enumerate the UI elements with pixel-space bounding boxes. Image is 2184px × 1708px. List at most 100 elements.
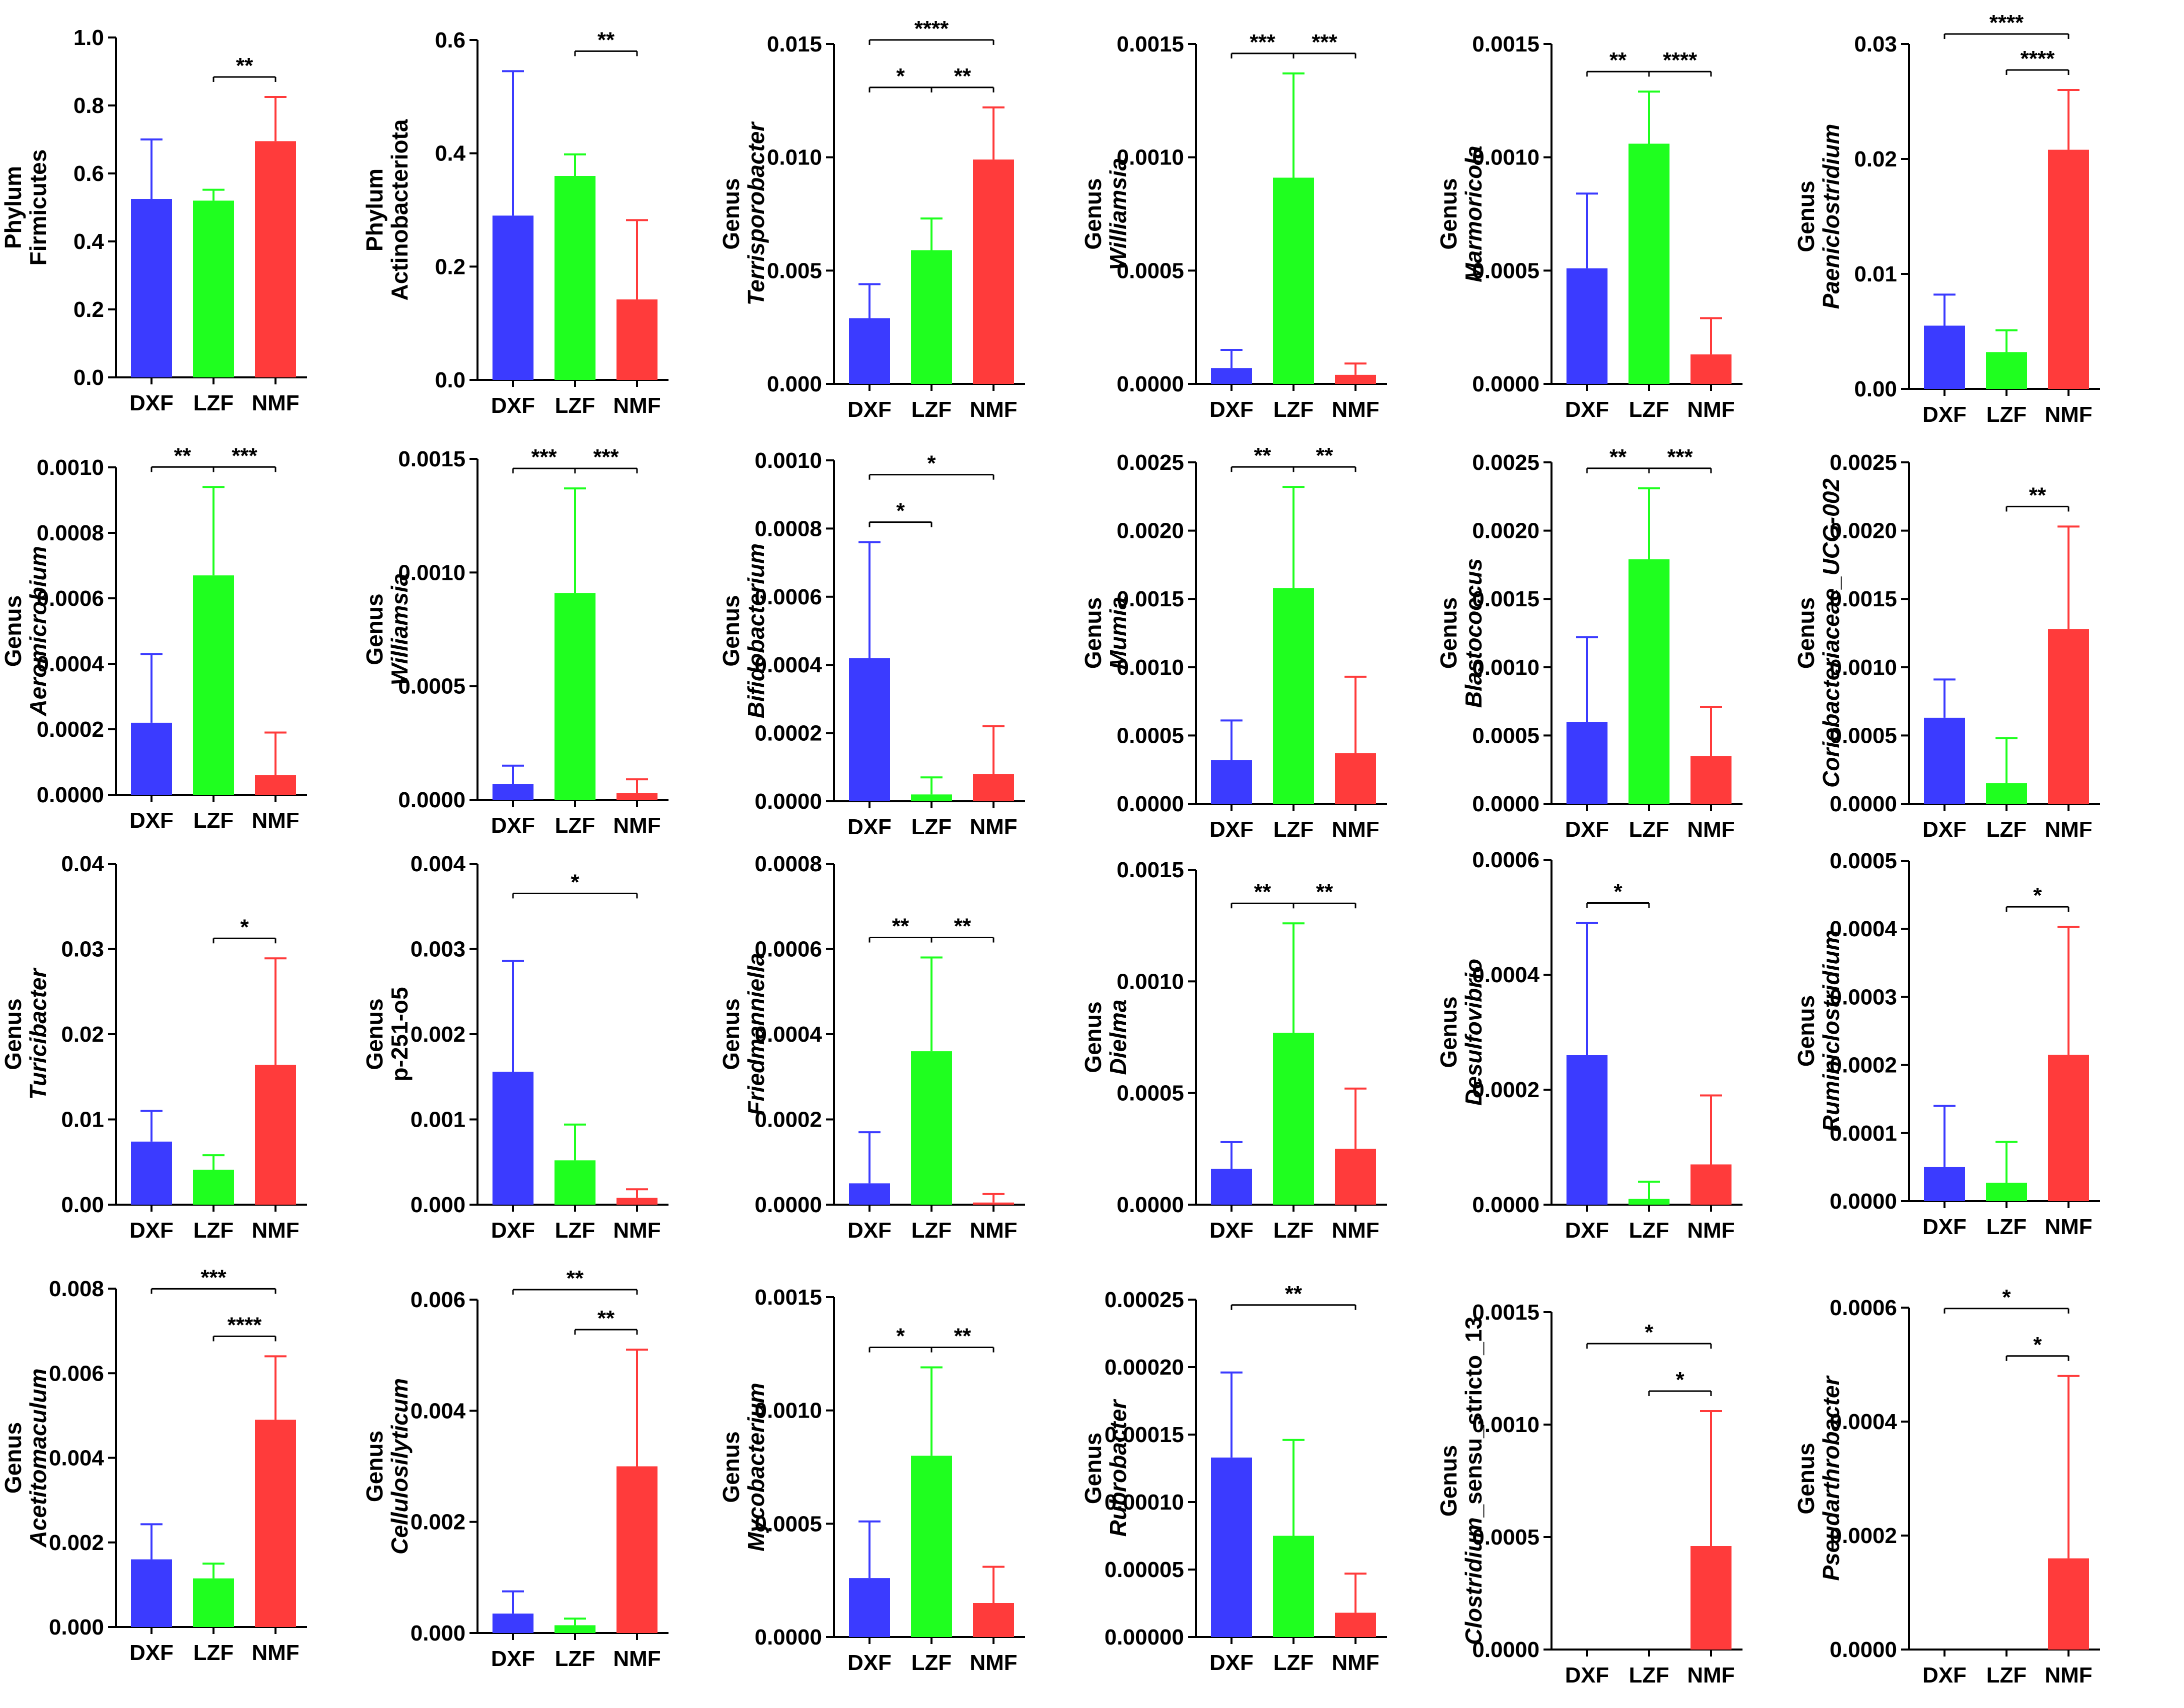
x-category-label: NMF [613, 1647, 660, 1671]
y-tick-label: 0.0006 [36, 586, 104, 611]
x-category-label: LZF [1986, 402, 2027, 427]
chart-panel-1: 0.0 0.2 0.4 0.6 0.8 1.0 DXF LZF NMF ** PhylumFirmi… [0, 25, 307, 415]
taxon-name: Bifidobacterium [743, 543, 769, 718]
y-axis-label-taxon: Rubrobacter [1105, 1399, 1131, 1537]
taxon-name: Pseudarthrobacter [1818, 1375, 1844, 1581]
x-category-label: DXF [848, 1651, 892, 1675]
x-category-label: DXF [1210, 397, 1254, 422]
x-category-label: NMF [1332, 1651, 1379, 1675]
significance-label: * [1644, 1320, 1654, 1345]
y-axis-label-taxon: Mycobacterium [743, 1383, 769, 1551]
bar-DXF [131, 722, 172, 795]
x-category-label: LZF [555, 1218, 596, 1243]
y-axis-label-taxon: Firmicutes [25, 149, 51, 266]
y-tick-label: 0.0000 [1472, 1193, 1540, 1217]
y-tick-label: 0.02 [1854, 147, 1897, 171]
y-tick-label: 0.0004 [1472, 963, 1540, 987]
y-tick-label: 0.0000 [754, 789, 822, 814]
bar-DXF [1211, 1169, 1252, 1205]
chart-panel-9: 0.0000 0.0002 0.0004 0.0006 0.0008 0.0010 DXF L… [718, 448, 1025, 839]
bar-DXF [1211, 760, 1252, 804]
x-category-label: NMF [1687, 397, 1734, 422]
significance-label: ** [954, 64, 972, 88]
bar-LZF [1986, 352, 2027, 389]
bar-NMF [255, 1065, 296, 1205]
y-tick-label: 0.0 [74, 365, 104, 390]
x-category-label: LZF [1986, 1663, 2027, 1688]
bar-LZF [554, 593, 596, 800]
y-tick-label: 1.0 [74, 25, 104, 50]
bar-NMF [973, 1603, 1014, 1637]
y-axis-label-rank: Genus [1080, 1001, 1106, 1073]
bar-DXF [1211, 368, 1252, 384]
y-tick-label: 0.0000 [754, 1193, 822, 1217]
y-axis-label-rank: Genus [362, 1431, 388, 1502]
taxon-suffix: _sensu_stricto_13 [1460, 1317, 1486, 1518]
y-axis-label-taxon: Friedmanniella [743, 953, 769, 1116]
taxon-name: Actinobacteriota [386, 119, 412, 300]
x-category-label: DXF [130, 1218, 174, 1243]
y-tick-label: 0.005 [767, 258, 822, 283]
chart-panel-10: 0.0000 0.0005 0.0010 0.0015 0.0020 0.0025 DXF L… [1080, 443, 1387, 842]
y-axis-label-taxon: Dielma [1105, 1000, 1131, 1075]
chart-panel-22: 0.00000 0.00005 0.00010 0.00015 0.00020 0.000… [1080, 1282, 1387, 1675]
x-category-label: NMF [613, 813, 660, 838]
y-tick-label: 0.00020 [1104, 1355, 1184, 1380]
y-tick-label: 0.0010 [398, 560, 466, 585]
bar-LZF [1273, 177, 1314, 384]
x-category-label: NMF [252, 391, 299, 415]
x-category-label: DXF [1210, 1218, 1254, 1243]
x-category-label: NMF [613, 1218, 660, 1243]
y-axis-label-taxon: Williamsia [386, 573, 412, 686]
y-tick-label: 0.004 [410, 852, 466, 876]
y-tick-label: 0.000 [410, 1193, 466, 1217]
x-category-label: DXF [1922, 1663, 1966, 1688]
bar-DXF [492, 1614, 534, 1633]
y-axis-label-rank: Genus [718, 178, 744, 249]
bar-NMF [255, 141, 296, 377]
bar-LZF [1273, 588, 1314, 804]
chart-panel-6: 0.00 0.01 0.02 0.03 DXF LZF NMF **** **** GenusPa… [1793, 10, 2100, 427]
x-category-label: DXF [1922, 1215, 1966, 1239]
y-tick-label: 0.001 [410, 1108, 466, 1132]
y-tick-label: 0.0002 [1830, 1053, 1897, 1078]
significance-label: **** [1990, 10, 2024, 35]
x-category-label: NMF [2044, 402, 2092, 427]
y-tick-label: 0.0015 [754, 1285, 822, 1310]
y-tick-label: 0.0015 [1116, 587, 1184, 611]
x-category-label: NMF [2044, 1215, 2092, 1239]
bar-LZF [1273, 1033, 1314, 1205]
y-tick-label: 0.0002 [36, 717, 104, 742]
bar-NMF [2048, 1558, 2089, 1650]
bar-LZF [1986, 783, 2027, 804]
x-category-label: DXF [848, 815, 892, 839]
y-tick-label: 0.0005 [1830, 849, 1897, 873]
significance-label: ** [892, 914, 910, 939]
y-axis-label-rank: Genus [1436, 597, 1462, 669]
x-category-label: LZF [555, 1647, 596, 1671]
bar-LZF [1628, 143, 1670, 384]
y-axis-label-rank: Genus [1793, 995, 1819, 1067]
chart-panel-17: 0.0000 0.0002 0.0004 0.0006 DXF LZF NMF * GenusD… [1436, 848, 1742, 1243]
y-tick-label: 0.0020 [1830, 519, 1897, 543]
y-tick-label: 0.0015 [1472, 32, 1540, 56]
x-category-label: LZF [1629, 1663, 1670, 1688]
chart-panel-23: 0.0000 0.0005 0.0010 0.0015 DXF LZF NMF * * Genus… [1436, 1300, 1742, 1688]
y-tick-label: 0.0000 [1830, 1189, 1897, 1214]
y-axis-label-rank: Genus [1080, 178, 1106, 249]
taxon-name: Turicibacter [25, 968, 51, 1100]
x-category-label: LZF [194, 391, 234, 415]
x-category-label: DXF [491, 1218, 535, 1243]
taxon-name: Mumia [1105, 597, 1131, 670]
y-tick-label: 0.0004 [1830, 917, 1897, 941]
bar-NMF [616, 1466, 658, 1633]
y-tick-label: 0.0004 [754, 1022, 822, 1047]
x-category-label: NMF [970, 397, 1017, 422]
significance-label: ** [236, 53, 254, 78]
x-category-label: LZF [1986, 1215, 2027, 1239]
taxon-name: Acetitomaculum [25, 1369, 51, 1548]
y-tick-label: 0.01 [1854, 262, 1897, 286]
x-category-label: LZF [555, 393, 596, 418]
y-tick-label: 0.000 [767, 372, 822, 396]
y-tick-label: 0.0010 [754, 448, 822, 473]
